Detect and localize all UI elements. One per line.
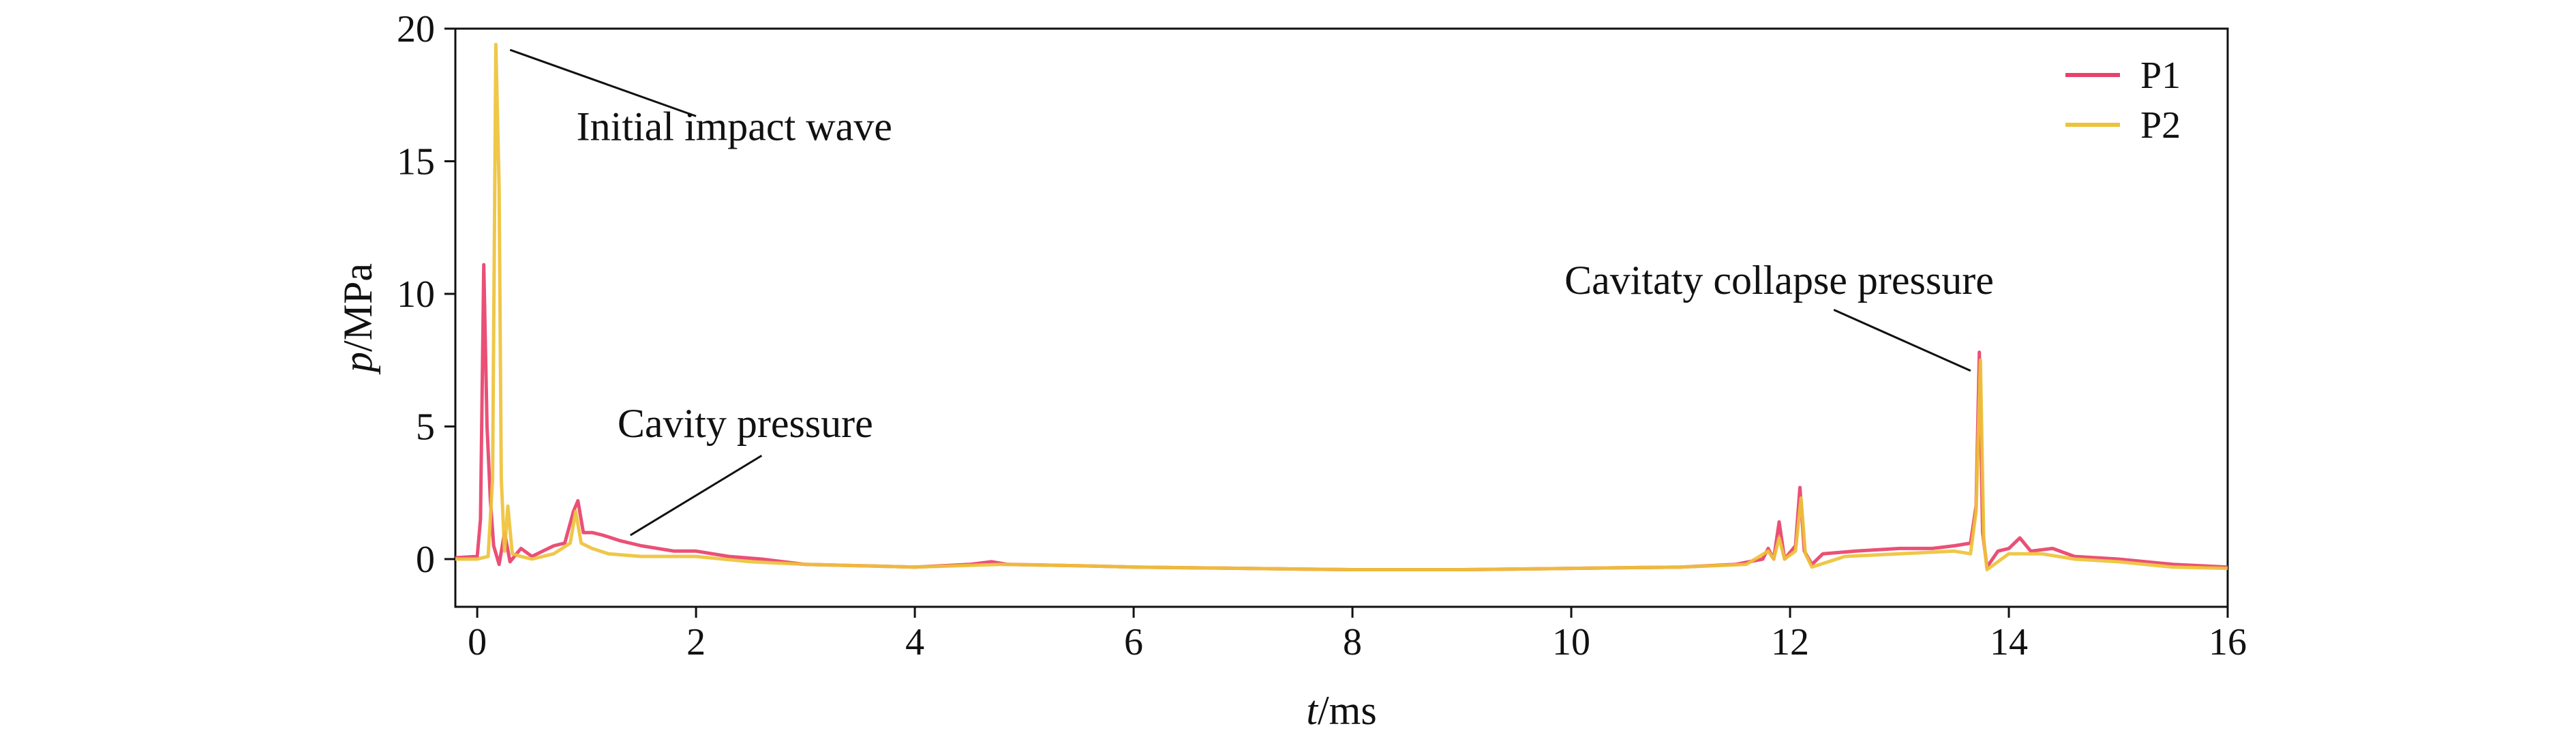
x-tick-label: 14 <box>1990 621 2028 663</box>
x-tick-label: 0 <box>468 621 487 663</box>
legend-label-p2: P2 <box>2140 104 2181 147</box>
annotations: Initial impact wave Cavity pressure Cavita… <box>509 48 1994 537</box>
series-line-p2 <box>455 42 2228 571</box>
plot-frame <box>454 27 2229 608</box>
annotation-initial: Initial impact wave <box>577 104 892 149</box>
x-axis-label-symbol: t <box>1306 688 1318 733</box>
series-layer <box>455 42 2228 571</box>
x-tick-label: 2 <box>686 621 706 663</box>
y-tick-label: 0 <box>416 539 435 581</box>
legend-label-p1: P1 <box>2140 55 2181 97</box>
y-axis-label: p/MPa <box>335 263 380 375</box>
annotation-leader-cavity <box>630 454 763 537</box>
legend: P1 P2 <box>2065 55 2181 147</box>
plot-area <box>454 27 2229 608</box>
x-axis-ticks: 0 2 4 6 8 10 12 14 16 <box>468 607 2247 663</box>
y-axis-label-symbol: p <box>335 352 380 375</box>
y-axis-ticks: 0 5 10 15 20 <box>397 8 455 581</box>
annotation-leader-initial <box>509 48 697 117</box>
x-axis-label: t/ms <box>1306 688 1376 733</box>
x-tick-label: 12 <box>1771 621 1809 663</box>
annotation-cavity: Cavity pressure <box>618 401 873 446</box>
annotation-leader-collapse <box>1833 308 1971 372</box>
y-tick-label: 15 <box>397 140 435 183</box>
x-tick-label: 6 <box>1124 621 1143 663</box>
x-tick-label: 4 <box>905 621 924 663</box>
x-tick-label: 8 <box>1343 621 1362 663</box>
y-axis-label-unit: /MPa <box>335 263 380 352</box>
annotation-collapse: Cavitaty collapse pressure <box>1564 258 1994 303</box>
y-tick-label: 10 <box>397 273 435 316</box>
x-tick-label: 10 <box>1552 621 1590 663</box>
x-tick-label: 16 <box>2209 621 2247 663</box>
y-tick-label: 5 <box>416 406 435 448</box>
y-tick-label: 20 <box>397 8 435 50</box>
x-axis-label-unit: /ms <box>1318 688 1377 733</box>
